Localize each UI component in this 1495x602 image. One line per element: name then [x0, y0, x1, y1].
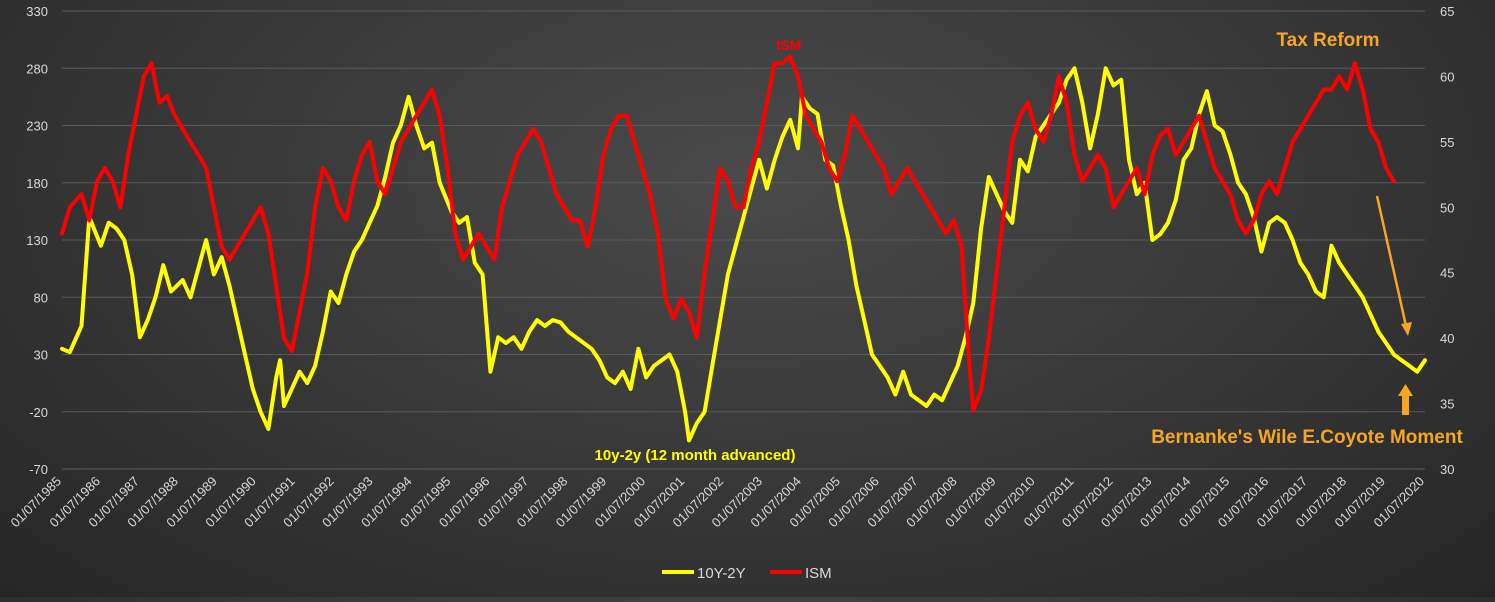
right-tick-label: 65 [1440, 4, 1454, 19]
ism-annotation: ISM [777, 37, 802, 53]
right-tick-label: 55 [1440, 135, 1454, 150]
diagonal-arrow [1375, 195, 1412, 336]
tax-reform-annotation: Tax Reform [1276, 30, 1379, 51]
x-axis: 01/07/198501/07/198601/07/198701/07/1988… [7, 474, 1427, 531]
legend: 10Y-2Y ISM [662, 565, 832, 582]
left-tick-label: 280 [26, 61, 48, 76]
right-tick-label: 50 [1440, 200, 1454, 215]
left-tick-label: 30 [34, 348, 48, 363]
left-tick-label: 80 [34, 290, 48, 305]
left-tick-label: 130 [26, 233, 48, 248]
right-tick-label: 45 [1440, 266, 1454, 281]
left-tick-label: 330 [26, 4, 48, 19]
right-tick-label: 35 [1440, 397, 1454, 412]
series-line-10y2y [60, 66, 1427, 443]
right-tick-label: 40 [1440, 331, 1454, 346]
right-y-axis: 30 35 40 45 50 55 60 65 [1440, 4, 1454, 477]
left-y-axis: -70 -20 30 80 130 180 230 280 330 [26, 4, 48, 477]
series-line-ism [60, 54, 1396, 413]
left-tick-label: 230 [26, 119, 48, 134]
right-tick-label: 60 [1440, 69, 1454, 84]
left-tick-label: -20 [29, 405, 48, 420]
legend-label-10y2y: 10Y-2Y [697, 565, 746, 582]
gridlines [62, 10, 1425, 470]
series-layer [60, 54, 1427, 443]
coyote-annotation: Bernanke's Wile E.Coyote Moment [1151, 427, 1463, 448]
up-arrow [1398, 384, 1413, 415]
left-tick-label: 180 [26, 176, 48, 191]
legend-label-ism: ISM [805, 565, 832, 582]
spread-annotation: 10y-2y (12 month advanced) [595, 447, 796, 464]
left-tick-label: -70 [29, 462, 48, 477]
right-tick-label: 30 [1440, 462, 1454, 477]
